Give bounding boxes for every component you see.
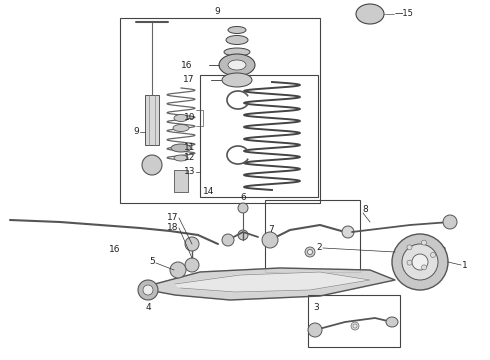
Text: 18: 18 [167,224,178,233]
Circle shape [143,285,153,295]
Text: 4: 4 [145,303,151,312]
Circle shape [308,249,313,255]
Ellipse shape [228,60,246,70]
Bar [200,75,318,197]
Circle shape [431,252,436,257]
Text: 17: 17 [167,213,178,222]
Circle shape [412,254,428,270]
Text: 13: 13 [183,167,195,176]
Ellipse shape [228,27,246,33]
Text: 9: 9 [214,6,220,15]
Circle shape [407,260,412,265]
Circle shape [342,226,354,238]
Circle shape [421,265,426,270]
Polygon shape [140,268,395,300]
Text: 5: 5 [149,257,155,266]
Ellipse shape [174,155,188,161]
Ellipse shape [171,144,191,152]
Bar [145,95,159,145]
Circle shape [262,232,278,248]
Text: —15: —15 [395,9,414,18]
Ellipse shape [226,36,248,45]
Ellipse shape [219,54,255,76]
Polygon shape [400,238,445,278]
Text: 7: 7 [268,225,274,234]
Circle shape [402,244,438,280]
Bar [308,295,400,347]
Bar [265,200,360,272]
Bar [120,18,320,203]
Circle shape [308,323,322,337]
Ellipse shape [386,317,398,327]
Text: 16: 16 [180,60,192,69]
Ellipse shape [174,114,188,122]
Circle shape [222,234,234,246]
Circle shape [238,230,248,240]
Text: 12: 12 [184,153,195,162]
Text: 3: 3 [313,303,319,312]
Text: 1: 1 [462,261,468,270]
Text: 17: 17 [182,76,194,85]
Circle shape [238,203,248,213]
Circle shape [421,240,426,245]
Text: 16: 16 [109,246,121,255]
Circle shape [353,324,357,328]
Circle shape [305,247,315,257]
Ellipse shape [222,73,252,87]
Text: 2: 2 [317,243,322,252]
Circle shape [185,237,199,251]
Circle shape [351,322,359,330]
Text: 6: 6 [240,194,246,202]
Text: 8: 8 [362,206,368,215]
Text: 11: 11 [183,144,195,153]
Text: 14: 14 [203,188,215,197]
Ellipse shape [356,4,384,24]
Bar [174,170,188,192]
Circle shape [392,234,448,290]
Polygon shape [175,272,370,292]
Circle shape [170,262,186,278]
Circle shape [185,258,199,272]
Text: 10: 10 [183,113,195,122]
Circle shape [138,280,158,300]
Ellipse shape [224,48,250,56]
Text: 9: 9 [133,127,139,136]
Circle shape [407,245,412,250]
Circle shape [443,215,457,229]
Circle shape [142,155,162,175]
Ellipse shape [173,125,189,131]
